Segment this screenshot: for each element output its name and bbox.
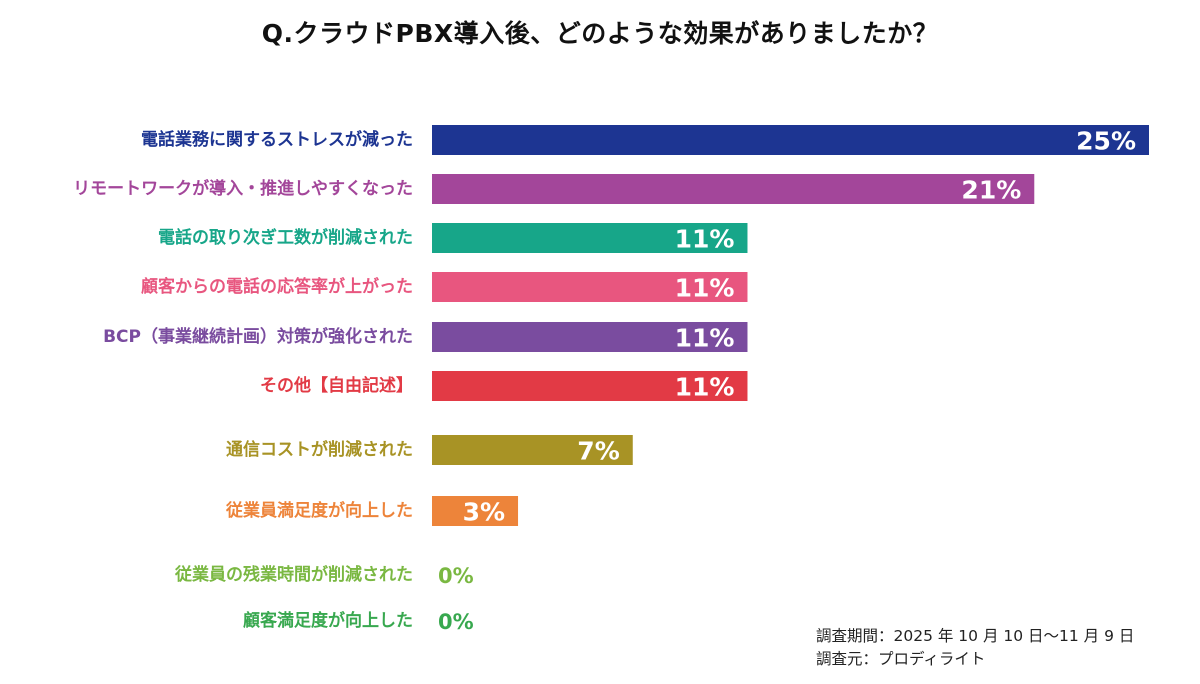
- category-label: 通信コストが削減された: [226, 439, 413, 460]
- survey-period: 調査期間：2025 年 10 月 10 日〜11 月 9 日: [816, 627, 1135, 645]
- bar: [432, 371, 748, 401]
- category-label: 電話業務に関するストレスが減った: [141, 129, 413, 150]
- bar: [432, 174, 1035, 204]
- value-label: 0%: [438, 610, 474, 634]
- category-label: その他【自由記述】: [260, 375, 413, 396]
- bar: [432, 435, 633, 465]
- value-label: 7%: [577, 437, 619, 466]
- value-label: 25%: [1076, 127, 1136, 156]
- survey-source: 調査元：プロディライト: [816, 650, 986, 668]
- bar: [432, 322, 748, 352]
- category-label: 従業員の残業時間が削減された: [174, 564, 413, 585]
- bar: [432, 496, 519, 526]
- bar: [432, 272, 748, 302]
- value-label: 0%: [438, 564, 474, 588]
- value-label: 11%: [675, 274, 735, 303]
- value-label: 11%: [675, 225, 735, 254]
- value-label: 3%: [463, 498, 505, 527]
- category-label: 従業員満足度が向上した: [225, 500, 413, 521]
- bar: [432, 223, 748, 253]
- chart-title: Q.クラウドPBX導入後、どのような効果がありましたか？: [261, 19, 939, 48]
- category-label: リモートワークが導入・推進しやすくなった: [73, 178, 413, 199]
- category-label: 顧客からの電話の応答率が上がった: [141, 276, 413, 297]
- category-label: 顧客満足度が向上した: [243, 610, 413, 631]
- value-label: 11%: [675, 324, 735, 353]
- value-label: 21%: [961, 176, 1021, 205]
- value-label: 11%: [675, 373, 735, 402]
- category-label: BCP（事業継続計画）対策が強化された: [103, 326, 413, 347]
- category-label: 電話の取り次ぎ工数が削減された: [158, 227, 413, 248]
- bar: [432, 125, 1149, 155]
- footnote: 調査期間：2025 年 10 月 10 日〜11 月 9 日 調査元：プロディラ…: [816, 625, 1134, 671]
